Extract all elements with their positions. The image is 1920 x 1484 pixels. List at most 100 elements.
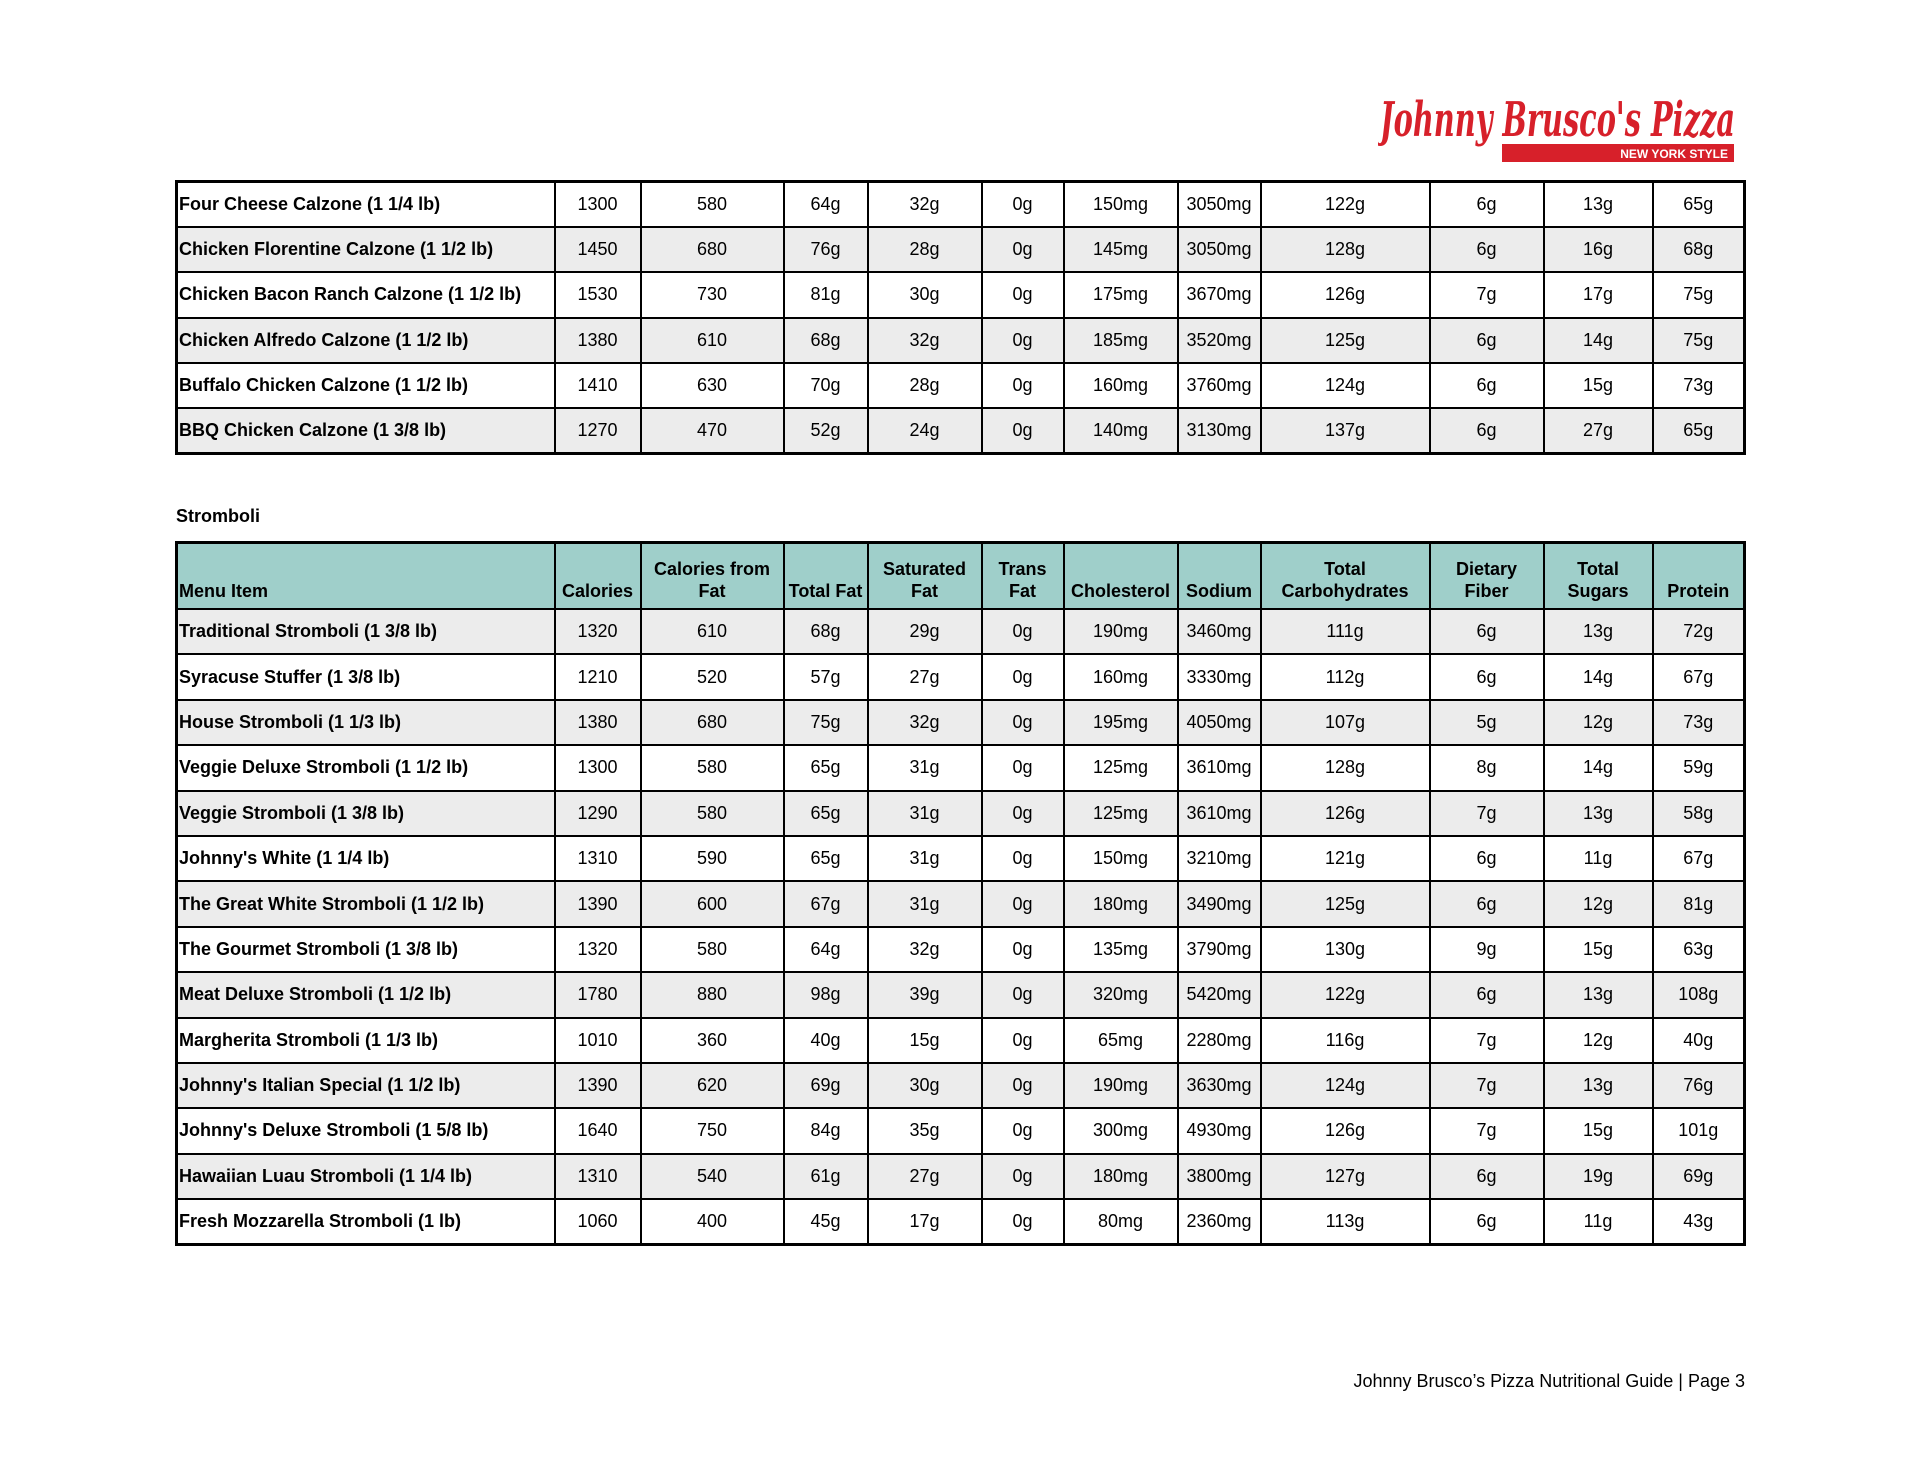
value-cell: 19g [1542,1152,1654,1201]
value-cell: 1530 [553,271,642,319]
menu-item-cell: The Gourmet Stromboli (1 3/8 lb) [175,925,556,974]
value-cell: 76g [782,225,869,274]
value-cell: 126g [1259,1107,1431,1155]
value-cell: 0g [980,1107,1065,1155]
value-cell: 112g [1259,653,1431,701]
value-cell: 116g [1259,1016,1431,1064]
value-cell: 520 [639,653,785,701]
column-header: Total Sugars [1542,541,1654,610]
value-cell: 30g [866,1061,983,1110]
value-cell: 3460mg [1176,607,1262,656]
value-cell: 7g [1428,1061,1545,1110]
value-cell: 3800mg [1176,1152,1262,1201]
value-cell: 80mg [1062,1198,1179,1246]
value-cell: 580 [639,789,785,837]
value-cell: 0g [980,225,1065,274]
value-cell: 125g [1259,316,1431,365]
value-cell: 6g [1428,971,1545,1019]
value-cell: 7g [1428,1016,1545,1064]
table-row: Veggie Deluxe Stromboli (1 1/2 lb) 1300 58… [175,744,1746,792]
table-row: Johnny's White (1 1/4 lb) 1310 590 65g 31g 0g… [175,834,1746,883]
value-cell: 125mg [1062,789,1179,837]
column-header: Calories [553,541,642,610]
table-row: BBQ Chicken Calzone (1 3/8 lb) 1270 470 52g… [175,407,1746,455]
value-cell: 17g [1542,271,1654,319]
value-cell: 3760mg [1176,362,1262,410]
table-row: Veggie Stromboli (1 3/8 lb) 1290 580 65g 31g… [175,789,1746,837]
value-cell: 6g [1428,607,1545,656]
value-cell: 1390 [553,880,642,928]
value-cell: 600 [639,880,785,928]
value-cell: 3130mg [1176,407,1262,455]
value-cell: 6g [1428,407,1545,455]
value-cell: 6g [1428,880,1545,928]
value-cell: 0g [980,653,1065,701]
value-cell: 630 [639,362,785,410]
table-row: Buffalo Chicken Calzone (1 1/2 lb) 1410 63… [175,362,1746,410]
value-cell: 0g [980,1061,1065,1110]
value-cell: 12g [1542,1016,1654,1064]
table-row: Chicken Alfredo Calzone (1 1/2 lb) 1380 61… [175,316,1746,365]
value-cell: 175mg [1062,271,1179,319]
value-cell: 0g [980,744,1065,792]
menu-item-cell: Fresh Mozzarella Stromboli (1 lb) [175,1198,556,1246]
value-cell: 14g [1542,316,1654,365]
value-cell: 2280mg [1176,1016,1262,1064]
menu-item-cell: Chicken Bacon Ranch Calzone (1 1/2 lb) [175,271,556,319]
menu-item-cell: Margherita Stromboli (1 1/3 lb) [175,1016,556,1064]
value-cell: 3050mg [1176,180,1262,228]
value-cell: 150mg [1062,180,1179,228]
value-cell: 0g [980,925,1065,974]
value-cell: 0g [980,880,1065,928]
value-cell: 400 [639,1198,785,1246]
value-cell: 5g [1428,698,1545,747]
menu-item-cell: Hawaiian Luau Stromboli (1 1/4 lb) [175,1152,556,1201]
value-cell: 135mg [1062,925,1179,974]
value-cell: 67g [782,880,869,928]
value-cell: 3630mg [1176,1061,1262,1110]
value-cell: 31g [866,880,983,928]
value-cell: 0g [980,1198,1065,1246]
value-cell: 15g [866,1016,983,1064]
column-header: Saturated Fat [866,541,983,610]
value-cell: 70g [782,362,869,410]
column-header: Dietary Fiber [1428,541,1545,610]
value-cell: 68g [1651,225,1746,274]
value-cell: 580 [639,744,785,792]
value-cell: 126g [1259,789,1431,837]
value-cell: 124g [1259,1061,1431,1110]
menu-item-cell: Traditional Stromboli (1 3/8 lb) [175,607,556,656]
value-cell: 13g [1542,971,1654,1019]
menu-item-cell: Johnny's Deluxe Stromboli (1 5/8 lb) [175,1107,556,1155]
value-cell: 13g [1542,1061,1654,1110]
column-header: Cholesterol [1062,541,1179,610]
calzone-nutrition-table: Four Cheese Calzone (1 1/4 lb) 1300 580 64g… [175,180,1746,456]
value-cell: 1310 [553,1152,642,1201]
column-header: Menu Item [175,541,556,610]
value-cell: 610 [639,607,785,656]
svg-text:NEW YORK STYLE: NEW YORK STYLE [1620,147,1728,161]
value-cell: 68g [782,316,869,365]
menu-item-cell: House Stromboli (1 1/3 lb) [175,698,556,747]
value-cell: 150mg [1062,834,1179,883]
value-cell: 12g [1542,698,1654,747]
value-cell: 190mg [1062,1061,1179,1110]
table-row: Chicken Florentine Calzone (1 1/2 lb) 145… [175,225,1746,274]
value-cell: 0g [980,607,1065,656]
value-cell: 124g [1259,362,1431,410]
johnny-bruscos-logo: Johnny Brusco's Pizza NEW YORK STYLE [1378,92,1735,162]
value-cell: 111g [1259,607,1431,656]
menu-item-cell: The Great White Stromboli (1 1/2 lb) [175,880,556,928]
value-cell: 58g [1651,789,1746,837]
value-cell: 126g [1259,271,1431,319]
value-cell: 3210mg [1176,834,1262,883]
value-cell: 69g [782,1061,869,1110]
menu-item-cell: Meat Deluxe Stromboli (1 1/2 lb) [175,971,556,1019]
value-cell: 130g [1259,925,1431,974]
table-row: Meat Deluxe Stromboli (1 1/2 lb) 1780 880 9… [175,971,1746,1019]
value-cell: 75g [1651,271,1746,319]
value-cell: 680 [639,698,785,747]
value-cell: 360 [639,1016,785,1064]
value-cell: 68g [782,607,869,656]
column-header: Sodium [1176,541,1262,610]
